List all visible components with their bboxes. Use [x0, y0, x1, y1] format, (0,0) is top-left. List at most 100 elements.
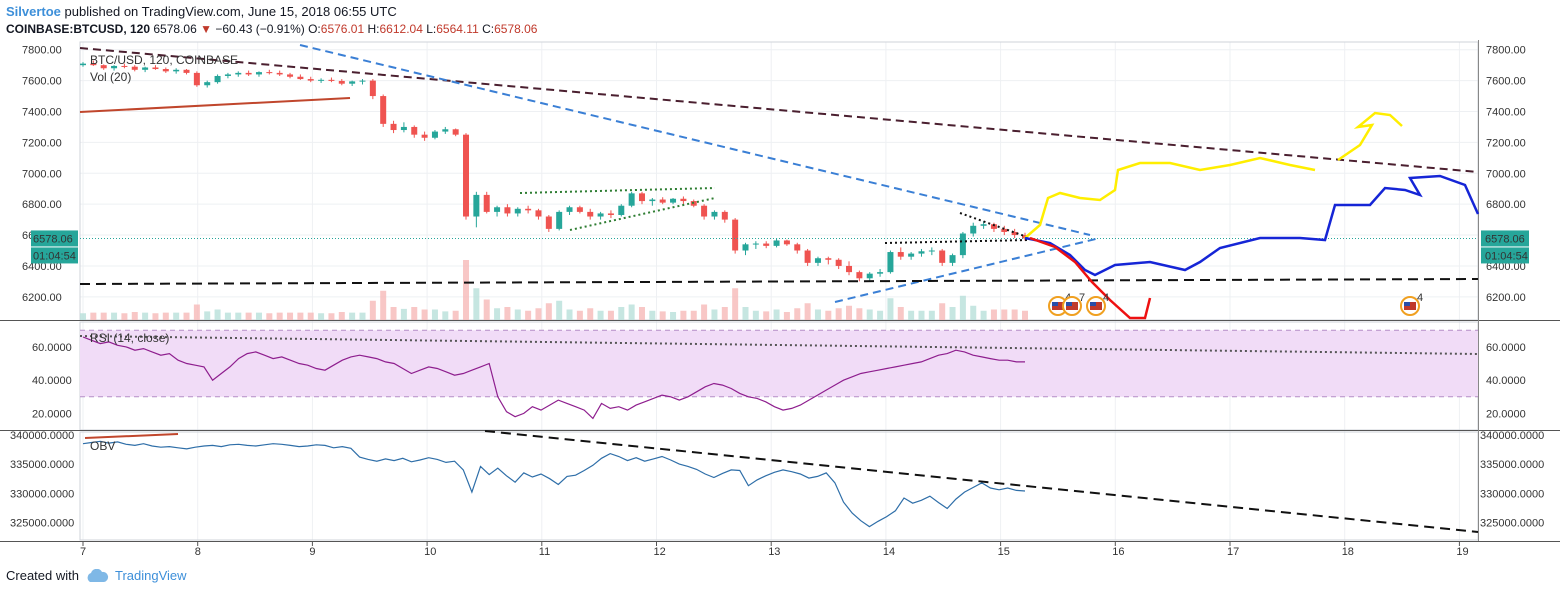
price-tick-left: 6200.00 — [22, 292, 62, 304]
volume-bar — [276, 312, 283, 320]
candle-body — [856, 272, 863, 279]
rsi-line — [79, 335, 1479, 355]
price-tick-left: 6400.00 — [22, 261, 62, 273]
candle-body — [970, 225, 977, 234]
candle-body — [742, 244, 749, 251]
volume-bar — [411, 307, 418, 320]
candle-body — [204, 82, 211, 86]
volume-bar — [111, 312, 118, 320]
time-tick-label: 14 — [883, 546, 895, 558]
symbol-label: COINBASE:BTCUSD, 120 — [6, 22, 151, 36]
candle-body — [173, 69, 180, 72]
pane-labels: BTC/USD, 120, COINBASE Vol (20) RSI (14, c… — [90, 53, 238, 453]
volume-bar — [318, 313, 325, 320]
candle-body — [100, 65, 107, 69]
volume-bar — [204, 311, 211, 320]
volume-bar — [235, 312, 242, 320]
blue-support-trendline — [834, 237, 1101, 303]
candle-body — [835, 259, 842, 266]
volume-bar — [949, 307, 956, 320]
volume-bar — [400, 308, 407, 320]
obv-tick-right: 335000.0000 — [1480, 459, 1544, 471]
candle-body — [566, 207, 573, 212]
candle-body — [90, 63, 97, 66]
volume-pane-label: Vol (20) — [90, 70, 131, 84]
chart-canvas[interactable]: 7800.00 7800.00 7600.00 7600.00 7400.00 7400.… — [0, 40, 1560, 568]
tradingview-link[interactable]: TradingView — [114, 568, 187, 583]
candle-body — [959, 233, 966, 256]
event-badge-count: 4 — [1103, 292, 1109, 304]
candle-body — [752, 243, 759, 245]
volume-bar — [287, 312, 294, 320]
candle-body — [866, 273, 873, 279]
last-price-badge-left — [31, 230, 78, 247]
price-tick-right: 7800.00 — [1486, 45, 1526, 57]
volume-bar — [214, 309, 221, 320]
candle-body — [400, 126, 407, 131]
open-value: 6576.01 — [320, 22, 365, 36]
volume-bar — [1011, 309, 1018, 320]
candle-body — [328, 79, 335, 81]
volume-bar — [856, 308, 863, 320]
volume-bar — [680, 310, 687, 320]
volume-bar — [556, 300, 563, 320]
candle-body — [908, 253, 915, 257]
rsi-series — [82, 336, 1025, 420]
volume-bar — [173, 312, 180, 320]
volume-bar — [525, 310, 532, 320]
candle-body — [587, 211, 594, 217]
last-price-text-right: 6578.06 — [1485, 233, 1525, 245]
volume-bar — [618, 307, 625, 320]
volume-bar — [380, 290, 387, 320]
candle-body — [939, 250, 946, 263]
obv-trendline — [484, 430, 1479, 533]
countdown-text-right: 01:04:54 — [1485, 250, 1528, 262]
obv-tick-left: 330000.0000 — [10, 488, 74, 500]
obv-series — [82, 440, 1026, 528]
candle-body — [442, 129, 449, 132]
volume-bar — [732, 288, 739, 320]
price-tick-right: 7000.00 — [1486, 168, 1526, 180]
volume-bar — [846, 305, 853, 320]
time-tick-label: 7 — [80, 546, 86, 558]
candle-body — [897, 252, 904, 257]
volume-bar — [659, 311, 666, 320]
candle-body — [121, 65, 128, 67]
candle-body — [142, 67, 149, 70]
candle-body — [483, 194, 490, 212]
volume-bars — [80, 260, 1028, 320]
volume-bar — [587, 308, 594, 320]
price-tick-right: 6400.00 — [1486, 261, 1526, 273]
volume-bar — [980, 310, 987, 320]
candle-body — [638, 193, 645, 202]
volume-bar — [959, 295, 966, 320]
candle-body — [411, 126, 418, 135]
volume-bar — [670, 312, 677, 320]
volume-bar — [297, 312, 304, 320]
volume-bar — [514, 309, 521, 320]
rsi-pane-label: RSI (14, close) — [90, 331, 169, 345]
candle-body — [307, 79, 314, 81]
volume-bar — [783, 312, 790, 320]
time-tick-label: 16 — [1112, 546, 1124, 558]
volume-bar — [649, 310, 656, 320]
candle-body — [276, 72, 283, 75]
volume-bar — [494, 308, 501, 320]
author-link[interactable]: Silvertoe — [6, 4, 61, 19]
obv-tick-right: 325000.0000 — [1480, 517, 1544, 529]
candle-body — [721, 211, 728, 220]
volume-bar — [825, 310, 832, 320]
volume-bar — [142, 312, 149, 320]
volume-bar — [576, 310, 583, 320]
candle-body — [1001, 228, 1008, 232]
candle-body — [576, 207, 583, 212]
candle-body — [918, 251, 925, 254]
price-tick-right: 7200.00 — [1486, 137, 1526, 149]
candle-body — [131, 66, 138, 70]
volume-bar — [483, 299, 490, 320]
volume-bar — [928, 310, 935, 320]
volume-bar — [939, 303, 946, 320]
price-change: −60.43 (−0.91%) — [215, 22, 305, 36]
candle-body — [980, 224, 987, 226]
black-dotted-top — [959, 212, 1031, 239]
